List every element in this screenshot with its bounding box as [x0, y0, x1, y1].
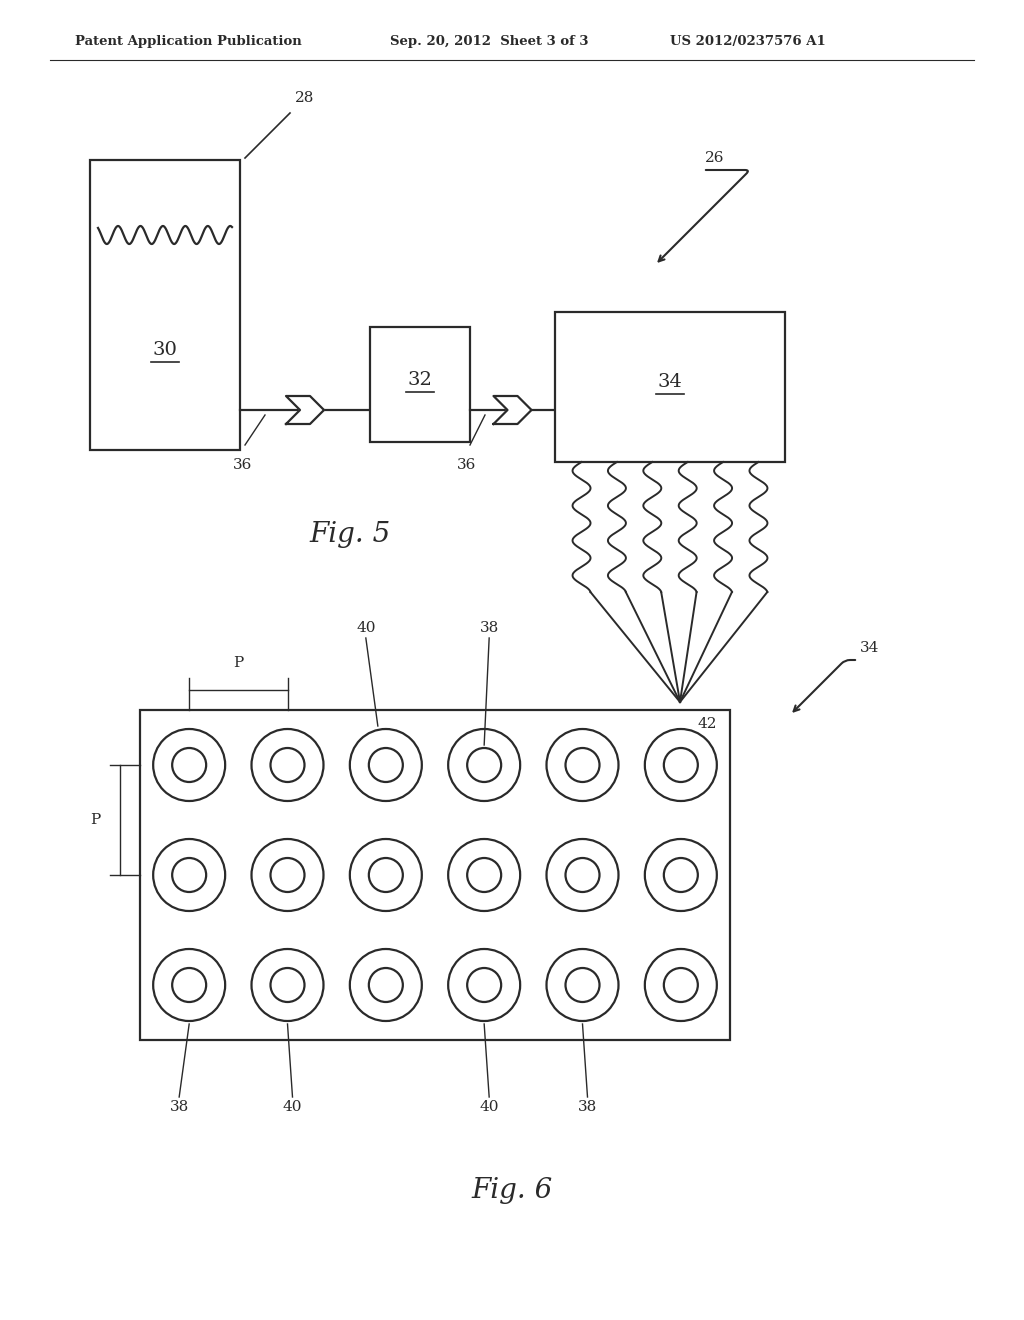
- Text: 28: 28: [295, 91, 314, 106]
- Text: 30: 30: [153, 341, 177, 359]
- Text: P: P: [233, 656, 244, 671]
- Bar: [555, 312, 785, 462]
- Text: Fig. 6: Fig. 6: [471, 1176, 553, 1204]
- Text: 42: 42: [698, 717, 718, 731]
- Text: 36: 36: [233, 458, 253, 473]
- Text: Patent Application Publication: Patent Application Publication: [75, 36, 302, 48]
- Polygon shape: [286, 396, 324, 424]
- Bar: [140, 710, 730, 1040]
- Text: 34: 34: [657, 374, 682, 391]
- Text: 34: 34: [860, 642, 880, 655]
- Text: 38: 38: [170, 1100, 188, 1114]
- Text: 36: 36: [458, 458, 477, 473]
- Text: 40: 40: [356, 620, 376, 635]
- Bar: [370, 327, 470, 442]
- Text: 26: 26: [705, 150, 725, 165]
- Polygon shape: [494, 396, 531, 424]
- Text: 40: 40: [479, 1100, 499, 1114]
- Text: 38: 38: [479, 620, 499, 635]
- Text: 32: 32: [408, 371, 432, 389]
- Text: 40: 40: [283, 1100, 302, 1114]
- Text: US 2012/0237576 A1: US 2012/0237576 A1: [670, 36, 825, 48]
- Text: Fig. 5: Fig. 5: [309, 521, 390, 549]
- Text: Sep. 20, 2012  Sheet 3 of 3: Sep. 20, 2012 Sheet 3 of 3: [390, 36, 589, 48]
- Text: P: P: [90, 813, 100, 828]
- Bar: [90, 160, 240, 450]
- Text: 38: 38: [578, 1100, 597, 1114]
